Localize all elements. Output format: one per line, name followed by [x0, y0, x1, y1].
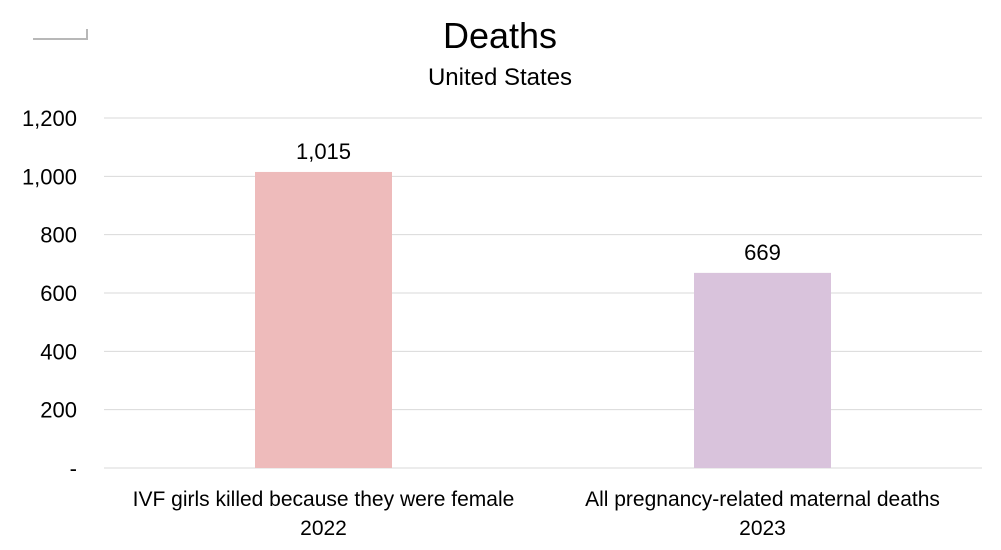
chart-title: Deaths — [443, 15, 557, 56]
x-tick-label: All pregnancy-related maternal deaths — [585, 488, 940, 511]
y-tick-label: 600 — [40, 281, 77, 306]
x-tick-label: 2023 — [739, 517, 786, 540]
x-axis-tick-labels: IVF girls killed because they were femal… — [133, 488, 940, 540]
y-axis-tick-labels: - 200 400 600 800 1,000 1,200 — [22, 106, 77, 481]
y-tick-label: 1,000 — [22, 164, 77, 189]
x-tick-label: 2022 — [300, 517, 347, 540]
x-tick-label: IVF girls killed because they were femal… — [133, 488, 515, 511]
y-tick-label: 800 — [40, 223, 77, 248]
bars — [255, 171, 831, 469]
data-label: 1,015 — [296, 139, 351, 164]
y-tick-label: 1,200 — [22, 106, 77, 131]
bar — [694, 272, 831, 468]
chart-subtitle: United States — [428, 64, 572, 91]
gridlines — [104, 117, 982, 469]
y-tick-label: 200 — [40, 398, 77, 423]
corner-decoration — [33, 29, 88, 40]
data-label: 669 — [744, 240, 781, 265]
y-tick-label: - — [70, 456, 77, 481]
y-tick-label: 400 — [40, 339, 77, 364]
bar — [255, 171, 392, 469]
data-labels: 1,015 669 — [296, 139, 781, 265]
